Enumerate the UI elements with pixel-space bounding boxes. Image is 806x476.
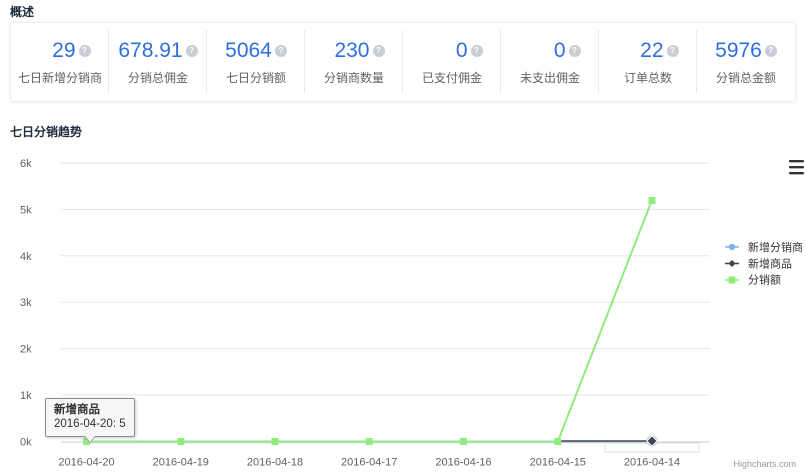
svg-text:2016-04-17: 2016-04-17 (341, 457, 397, 469)
svg-text:2016-04-19: 2016-04-19 (153, 457, 209, 469)
svg-text:3k: 3k (20, 297, 32, 309)
svg-text:4k: 4k (20, 251, 32, 263)
svg-text:2016-04-14: 2016-04-14 (624, 457, 680, 469)
svg-text:1k: 1k (20, 390, 32, 402)
svg-text:新增商品: 新增商品 (748, 257, 792, 271)
svg-text:Highcharts.com: Highcharts.com (733, 459, 796, 469)
svg-text:0k: 0k (20, 436, 32, 448)
svg-text:2016-04-18: 2016-04-18 (247, 457, 303, 469)
svg-text:6k: 6k (20, 158, 32, 170)
svg-text:新增分销商: 新增分销商 (748, 240, 803, 254)
svg-text:2016-04-15: 2016-04-15 (530, 457, 586, 469)
svg-text:分销额: 分销额 (748, 273, 781, 287)
svg-text:2016-04-20: 2016-04-20 (58, 457, 114, 469)
svg-text:5k: 5k (20, 204, 32, 216)
svg-text:2k: 2k (20, 344, 32, 356)
svg-text:2016-04-16: 2016-04-16 (435, 457, 491, 469)
